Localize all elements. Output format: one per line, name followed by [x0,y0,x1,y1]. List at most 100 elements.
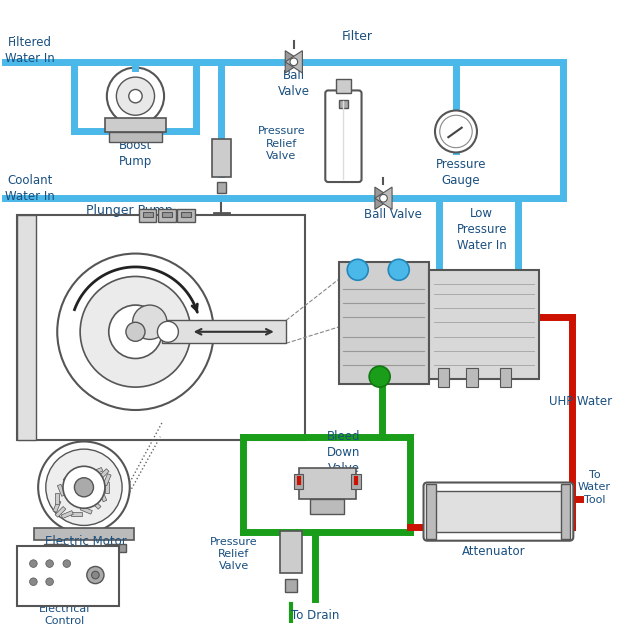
Bar [57,484,66,496]
Circle shape [30,560,37,568]
Bar [70,512,82,516]
Bar [63,477,74,488]
Text: Filter: Filter [342,29,373,43]
Bar [351,474,360,489]
Text: Electric Motor: Electric Motor [45,535,127,548]
Circle shape [91,572,99,579]
Circle shape [80,276,191,387]
Bar [72,472,84,480]
Circle shape [57,253,214,410]
Circle shape [107,68,164,125]
Polygon shape [286,51,302,73]
Circle shape [63,467,105,508]
Circle shape [87,566,104,584]
Bar [430,270,539,380]
Bar [435,491,562,532]
Bar [35,528,133,540]
Bar [500,368,511,387]
Circle shape [30,578,37,586]
Circle shape [129,90,142,103]
Bar [298,468,356,499]
Text: Boost
Pump: Boost Pump [119,139,152,168]
Circle shape [388,259,409,280]
Circle shape [46,449,122,525]
Bar [17,547,119,605]
Bar [17,216,305,440]
Bar [426,484,436,539]
Bar [310,499,344,514]
Text: Bleed
Down
Valve: Bleed Down Valve [327,431,360,476]
Circle shape [38,442,130,533]
Text: Plunger Pump: Plunger Pump [86,204,172,217]
Bar [158,209,176,222]
Circle shape [158,321,179,342]
Bar [56,493,59,504]
Bar [286,579,297,592]
Polygon shape [375,187,392,209]
Text: Attenuator: Attenuator [462,545,526,557]
Polygon shape [286,51,302,73]
Circle shape [126,323,145,341]
Circle shape [46,560,53,568]
Text: Ball
Valve: Ball Valve [278,69,310,99]
Circle shape [133,305,167,339]
Circle shape [109,305,162,358]
Polygon shape [375,187,392,209]
Text: Pressure
Gauge: Pressure Gauge [436,158,486,187]
Bar [143,212,153,218]
Bar [212,139,231,177]
Text: UHP Water: UHP Water [549,395,612,408]
Text: To Drain: To Drain [290,609,339,621]
Bar [339,100,348,108]
Text: Electrical
Control: Electrical Control [39,604,91,627]
Circle shape [116,77,154,115]
FancyBboxPatch shape [325,90,362,182]
Circle shape [63,560,70,568]
Bar [294,474,303,489]
Bar [162,212,172,218]
Bar [109,132,162,142]
Bar [103,474,111,486]
Bar [139,209,156,222]
Bar [105,481,109,493]
Text: Low
Pressure
Water In: Low Pressure Water In [457,207,507,252]
Text: Coolant
Water In: Coolant Water In [5,174,54,203]
Bar [55,506,66,517]
Bar [105,118,166,132]
Text: Pressure
Relief
Valve: Pressure Relief Valve [258,127,305,161]
Circle shape [74,477,93,497]
Text: Pressure
Relief
Valve: Pressure Relief Valve [210,537,258,572]
Bar [98,468,109,479]
Bar [17,216,36,440]
Circle shape [369,366,390,387]
Bar [44,543,65,552]
Bar [105,543,126,552]
Bar [279,531,302,573]
Bar [438,368,449,387]
Bar [177,209,195,222]
Bar [336,79,351,93]
Bar [53,500,61,513]
Bar [82,470,93,474]
Bar [339,262,430,384]
Circle shape [440,115,472,148]
Bar [162,321,286,343]
Bar [181,212,191,218]
Bar [80,506,92,514]
Bar [216,182,226,193]
FancyBboxPatch shape [423,483,574,541]
Circle shape [290,58,298,66]
Bar [90,499,101,509]
Circle shape [435,111,477,152]
Bar [467,368,478,387]
Circle shape [379,195,387,202]
Text: Ball Valve: Ball Valve [364,208,422,221]
Text: Filtered
Water In: Filtered Water In [5,36,54,65]
Bar [561,484,570,539]
Bar [61,511,74,518]
Text: To
Water
Tool: To Water Tool [578,470,611,505]
Bar [91,467,103,476]
Circle shape [46,578,53,586]
Bar [99,490,107,502]
Circle shape [347,259,368,280]
